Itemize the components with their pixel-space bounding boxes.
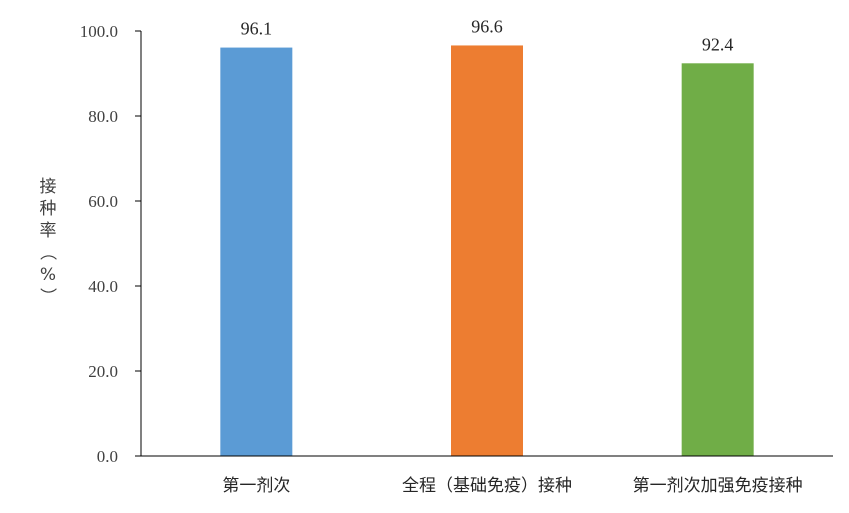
y-tick-label: 20.0 bbox=[88, 362, 118, 381]
y-axis-label: 接种率 （% ） bbox=[37, 177, 57, 305]
y-axis-label-char: 种 bbox=[40, 199, 57, 219]
x-axis-category-labels: 第一剂次 全程（基础免疫）接种 第一剂次加强免疫接种 bbox=[222, 476, 802, 496]
bar bbox=[451, 45, 523, 456]
y-axis-label-char: % bbox=[40, 265, 56, 285]
y-tick-label: 80.0 bbox=[88, 107, 118, 126]
y-tick-label: 0.0 bbox=[97, 447, 118, 466]
bar bbox=[220, 47, 293, 456]
bars bbox=[220, 45, 754, 457]
y-axis-label-char: ） bbox=[37, 288, 57, 305]
category-label: 第一剂次加强免疫接种 bbox=[633, 476, 803, 496]
y-axis-ticks: 0.0 20.0 40.0 60.0 80.0 100.0 bbox=[80, 22, 141, 466]
data-label: 92.4 bbox=[702, 34, 734, 54]
y-axis-label-char: （ bbox=[37, 244, 57, 261]
category-label: 全程（基础免疫）接种 bbox=[402, 476, 572, 496]
data-labels: 96.1 96.6 92.4 bbox=[241, 16, 734, 54]
y-tick-label: 100.0 bbox=[80, 22, 118, 41]
category-label: 第一剂次 bbox=[222, 476, 290, 496]
y-axis-label-char: 接 bbox=[40, 177, 57, 197]
data-label: 96.1 bbox=[241, 19, 273, 39]
bar bbox=[681, 63, 754, 457]
y-tick-label: 40.0 bbox=[88, 277, 118, 296]
y-tick-label: 60.0 bbox=[88, 192, 118, 211]
data-label: 96.6 bbox=[471, 16, 503, 36]
y-axis-label-char: 率 bbox=[40, 221, 57, 241]
